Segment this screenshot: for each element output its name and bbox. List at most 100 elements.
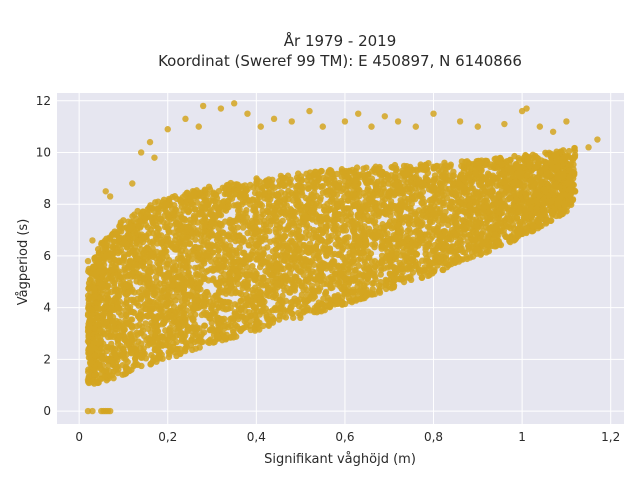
data-point	[346, 297, 354, 305]
data-point	[98, 263, 105, 270]
data-point	[232, 321, 239, 328]
data-point	[125, 263, 132, 270]
data-point	[235, 203, 242, 210]
data-point	[284, 258, 291, 265]
data-point	[467, 180, 474, 187]
data-point	[158, 351, 165, 358]
data-point	[128, 288, 135, 295]
data-point	[489, 187, 496, 194]
data-point	[204, 267, 212, 274]
data-point	[215, 187, 223, 195]
data-point	[390, 231, 398, 239]
data-point	[200, 273, 207, 280]
data-point	[542, 188, 549, 195]
data-point	[349, 247, 357, 254]
data-point	[458, 205, 465, 213]
data-point	[229, 326, 237, 334]
data-point	[384, 230, 391, 237]
data-point	[390, 282, 398, 289]
data-point	[276, 182, 283, 190]
data-point	[566, 192, 574, 199]
data-point	[567, 161, 575, 168]
data-point	[165, 195, 173, 203]
data-point	[390, 217, 398, 224]
data-point	[457, 185, 464, 192]
data-point	[405, 220, 413, 228]
data-point	[441, 212, 448, 220]
data-point	[179, 216, 187, 223]
data-point	[187, 219, 194, 227]
data-point	[283, 284, 291, 292]
data-point	[163, 201, 170, 208]
data-point	[166, 281, 173, 288]
data-point	[272, 252, 279, 260]
data-point	[351, 267, 358, 274]
data-point	[150, 291, 157, 299]
data-point	[294, 298, 302, 306]
data-point	[270, 316, 277, 323]
data-point	[248, 217, 256, 225]
data-points	[84, 100, 601, 415]
data-point	[292, 281, 299, 289]
data-point	[341, 289, 349, 297]
data-point	[342, 275, 349, 282]
data-point	[192, 331, 199, 338]
data-point	[438, 183, 445, 191]
data-point	[206, 186, 214, 193]
data-point	[426, 224, 433, 231]
data-point	[112, 349, 119, 357]
data-point	[190, 225, 197, 232]
data-point	[376, 165, 383, 172]
data-point	[460, 217, 467, 224]
data-point	[117, 219, 125, 226]
data-point	[363, 164, 370, 171]
data-point	[479, 184, 487, 191]
data-point	[532, 163, 540, 170]
data-point	[289, 197, 297, 204]
data-point	[191, 206, 199, 213]
data-point	[397, 196, 404, 204]
data-point	[234, 273, 241, 280]
data-point	[215, 247, 222, 254]
data-point	[91, 293, 99, 301]
data-point	[375, 228, 383, 236]
data-point	[482, 161, 489, 169]
data-point	[377, 191, 385, 198]
data-point	[137, 345, 144, 352]
data-point	[133, 262, 140, 269]
data-point	[298, 189, 305, 196]
data-point	[516, 191, 523, 198]
data-point	[137, 222, 145, 230]
data-point	[127, 333, 135, 340]
data-point	[355, 214, 363, 221]
data-point	[192, 236, 199, 243]
data-point	[255, 279, 262, 287]
data-point	[158, 303, 165, 310]
data-point	[429, 270, 436, 277]
data-point	[276, 198, 283, 205]
data-point	[571, 151, 579, 159]
data-point	[280, 239, 287, 246]
data-point	[485, 233, 492, 240]
data-point	[356, 280, 364, 287]
data-point	[138, 231, 145, 238]
data-point	[305, 196, 312, 203]
data-point	[369, 291, 377, 298]
data-point	[158, 333, 166, 340]
data-point	[238, 326, 245, 333]
data-point	[445, 163, 452, 171]
data-point	[179, 194, 187, 201]
data-point	[236, 289, 243, 297]
data-point	[160, 287, 168, 294]
data-point	[190, 325, 197, 332]
data-point	[487, 161, 494, 168]
data-point	[212, 308, 219, 316]
data-point	[265, 321, 272, 328]
data-point	[323, 223, 330, 231]
data-point	[115, 293, 123, 300]
data-point	[444, 217, 452, 224]
data-point	[565, 154, 572, 161]
data-point	[168, 320, 176, 327]
data-point	[165, 228, 173, 236]
data-point	[440, 201, 447, 209]
